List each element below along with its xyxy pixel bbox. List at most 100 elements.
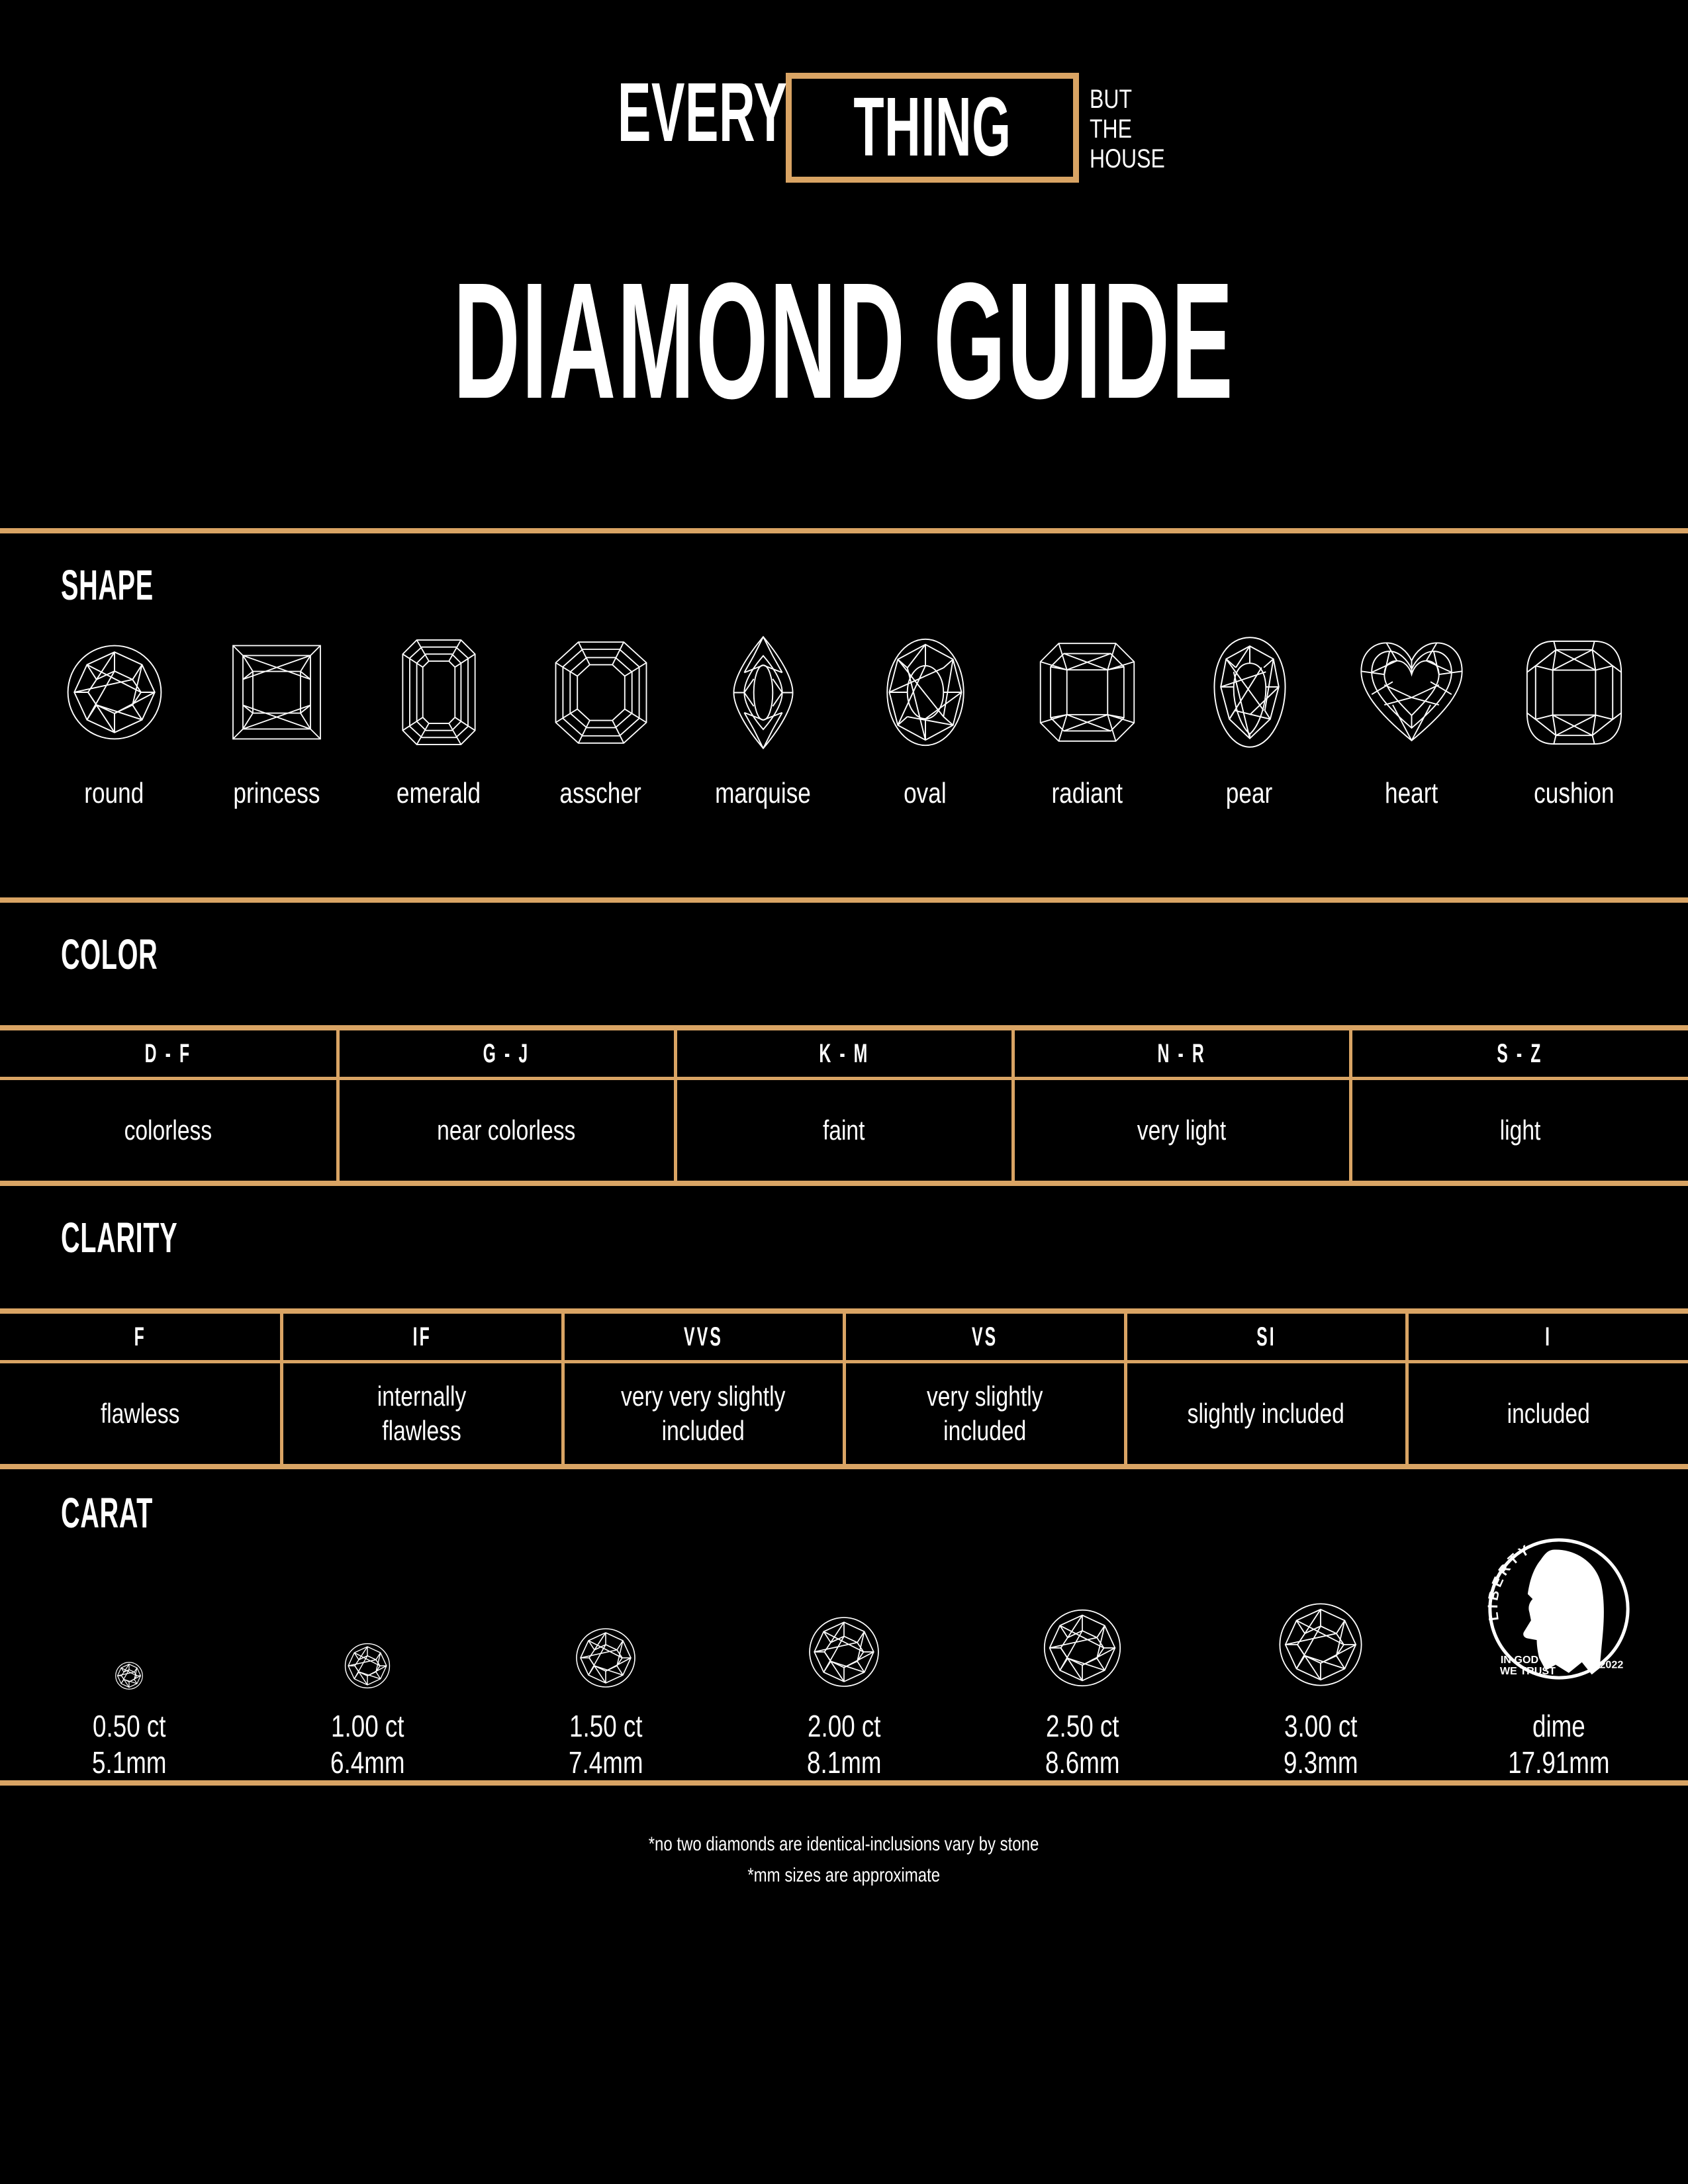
divider-rule-clarity-carat: [0, 1464, 1688, 1469]
shape-label: cushion: [1533, 777, 1615, 809]
brand-logo: EVERY THING BUT THE HOUSE: [0, 71, 1688, 183]
clarity-table-body-row: flawless internally flawless very very sl…: [0, 1361, 1688, 1464]
round-diamond-icon: [342, 1641, 393, 1691]
cushion-diamond-icon: [1524, 633, 1624, 752]
carat-weight: 1.00 ct: [330, 1709, 404, 1744]
shape-item-pear[interactable]: pear: [1175, 633, 1324, 810]
shape-item-asscher[interactable]: asscher: [526, 633, 675, 810]
shape-item-heart[interactable]: heart: [1337, 633, 1486, 810]
carat-weight: 1.50 ct: [569, 1709, 643, 1744]
svg-text:2022: 2022: [1599, 1659, 1623, 1671]
radiant-diamond-icon: [1036, 633, 1139, 752]
clarity-grade-desc-cell: included: [1405, 1361, 1688, 1464]
color-section: COLOR: [0, 903, 1688, 1025]
carat-item-200[interactable]: 2.00 ct 8.1mm: [748, 1613, 940, 1780]
color-table-top-rule: [0, 1025, 1688, 1030]
brand-thing-box: THING: [786, 73, 1080, 183]
footer-notes: *no two diamonds are identical-inclusion…: [0, 1786, 1688, 1891]
clarity-table-top-rule: [0, 1308, 1688, 1314]
clarity-grade-code-cell: VVS: [561, 1314, 846, 1363]
round-diamond-icon: [1274, 1598, 1367, 1691]
shape-item-cushion[interactable]: cushion: [1499, 633, 1648, 810]
round-diamond-icon: [805, 1613, 883, 1691]
shape-item-marquise[interactable]: marquise: [688, 633, 837, 810]
page-title-text: DIAMOND GUIDE: [453, 248, 1235, 433]
carat-label: 2.00 ct 8.1mm: [807, 1708, 881, 1780]
shape-label: radiant: [1051, 777, 1123, 809]
carat-size: 8.6mm: [1045, 1745, 1120, 1780]
color-table: D - F G - J K - M N - R S - Z colorless …: [0, 1030, 1688, 1181]
color-grade-code-cell: D - F: [0, 1030, 340, 1080]
shape-label: pear: [1226, 777, 1273, 809]
clarity-grade-code-cell: SI: [1123, 1314, 1409, 1363]
carat-item-250[interactable]: 2.50 ct 8.6mm: [986, 1605, 1178, 1780]
color-grade-code-cell: S - Z: [1348, 1030, 1688, 1080]
carat-label: 0.50 ct 5.1mm: [92, 1708, 166, 1780]
carat-item-050[interactable]: 0.50 ct 5.1mm: [33, 1661, 225, 1780]
carat-item-150[interactable]: 1.50 ct 7.4mm: [510, 1625, 702, 1780]
carat-size: 6.4mm: [330, 1745, 405, 1780]
carat-list: 0.50 ct 5.1mm 1.00 ct 6.4mm: [33, 1469, 1655, 1780]
carat-label: 1.00 ct 6.4mm: [330, 1708, 404, 1780]
shape-item-princess[interactable]: princess: [202, 633, 351, 810]
carat-weight: 3.00 ct: [1284, 1709, 1358, 1744]
dime-coin-icon: LIBERTY IN GOD WE TRUST 2022: [1477, 1527, 1641, 1691]
color-table-body-row: colorless near colorless faint very ligh…: [0, 1078, 1688, 1181]
footer-note-1: *no two diamonds are identical-inclusion…: [649, 1833, 1039, 1855]
divider-rule-color-clarity: [0, 1181, 1688, 1186]
clarity-grade-desc-cell: flawless: [0, 1361, 283, 1464]
brand-tagline: BUT THE HOUSE: [1090, 85, 1184, 173]
carat-label: dime 17.91mm: [1508, 1708, 1609, 1780]
color-grade-code-cell: K - M: [673, 1030, 1015, 1080]
round-diamond-icon: [114, 1661, 144, 1691]
carat-label: 2.50 ct 8.6mm: [1045, 1708, 1119, 1780]
shape-label: asscher: [559, 777, 642, 809]
princess-diamond-icon: [227, 633, 326, 752]
clarity-table-header-row: F IF VVS VS SI I: [0, 1314, 1688, 1363]
clarity-heading: CLARITY: [61, 1214, 178, 1261]
svg-text:WE TRUST: WE TRUST: [1500, 1666, 1556, 1678]
footer-note-2: *mm sizes are approximate: [747, 1864, 941, 1886]
carat-label: 3.00 ct 9.3mm: [1284, 1708, 1358, 1780]
shape-item-emerald[interactable]: emerald: [364, 633, 513, 810]
color-grade-desc-cell: near colorless: [336, 1078, 677, 1181]
color-grade-desc-cell: faint: [673, 1078, 1015, 1181]
shape-list: round princess: [40, 633, 1648, 810]
shape-item-oval[interactable]: oval: [851, 633, 1000, 810]
header-banner: EVERY THING BUT THE HOUSE DIAMOND GUIDE: [0, 0, 1688, 528]
clarity-grade-code-cell: F: [0, 1314, 283, 1363]
brand-tagline-house: HOUSE: [1090, 144, 1165, 173]
clarity-table: F IF VVS VS SI I flawless internally flaw…: [0, 1314, 1688, 1464]
heart-diamond-icon: [1357, 633, 1466, 752]
round-diamond-icon: [62, 633, 167, 752]
divider-rule-top: [0, 528, 1688, 533]
carat-item-100[interactable]: 1.00 ct 6.4mm: [271, 1641, 463, 1780]
color-heading: COLOR: [61, 931, 158, 978]
svg-text:LIBERTY: LIBERTY: [1485, 1541, 1534, 1622]
carat-section: CARAT 0.50 ct 5.1mm: [0, 1469, 1688, 1780]
carat-item-300[interactable]: 3.00 ct 9.3mm: [1225, 1598, 1417, 1780]
oval-diamond-icon: [882, 633, 968, 752]
clarity-grade-code-cell: VS: [842, 1314, 1127, 1363]
carat-heading: CARAT: [61, 1489, 154, 1537]
shape-label: oval: [904, 777, 947, 809]
shape-section: SHAPE round: [0, 533, 1688, 897]
carat-size: 8.1mm: [806, 1745, 882, 1780]
clarity-grade-desc-cell: slightly included: [1123, 1361, 1409, 1464]
carat-weight: dime: [1532, 1709, 1585, 1744]
shape-item-round[interactable]: round: [40, 633, 189, 810]
brand-tagline-the: THE: [1090, 114, 1133, 144]
carat-item-dime[interactable]: LIBERTY IN GOD WE TRUST 2022 dime 17.91m…: [1463, 1527, 1655, 1780]
shape-item-radiant[interactable]: radiant: [1013, 633, 1162, 810]
clarity-grade-code-cell: I: [1405, 1314, 1688, 1363]
emerald-diamond-icon: [397, 633, 481, 752]
color-grade-desc-cell: light: [1348, 1078, 1688, 1181]
carat-size: 17.91mm: [1508, 1745, 1610, 1780]
clarity-grade-desc-cell: internally flawless: [279, 1361, 565, 1464]
shape-heading: SHAPE: [61, 561, 154, 609]
brand-tagline-but: BUT: [1090, 85, 1133, 114]
marquise-diamond-icon: [727, 633, 800, 752]
color-grade-desc-cell: very light: [1011, 1078, 1352, 1181]
clarity-grade-code-cell: IF: [279, 1314, 565, 1363]
pear-diamond-icon: [1209, 633, 1290, 752]
